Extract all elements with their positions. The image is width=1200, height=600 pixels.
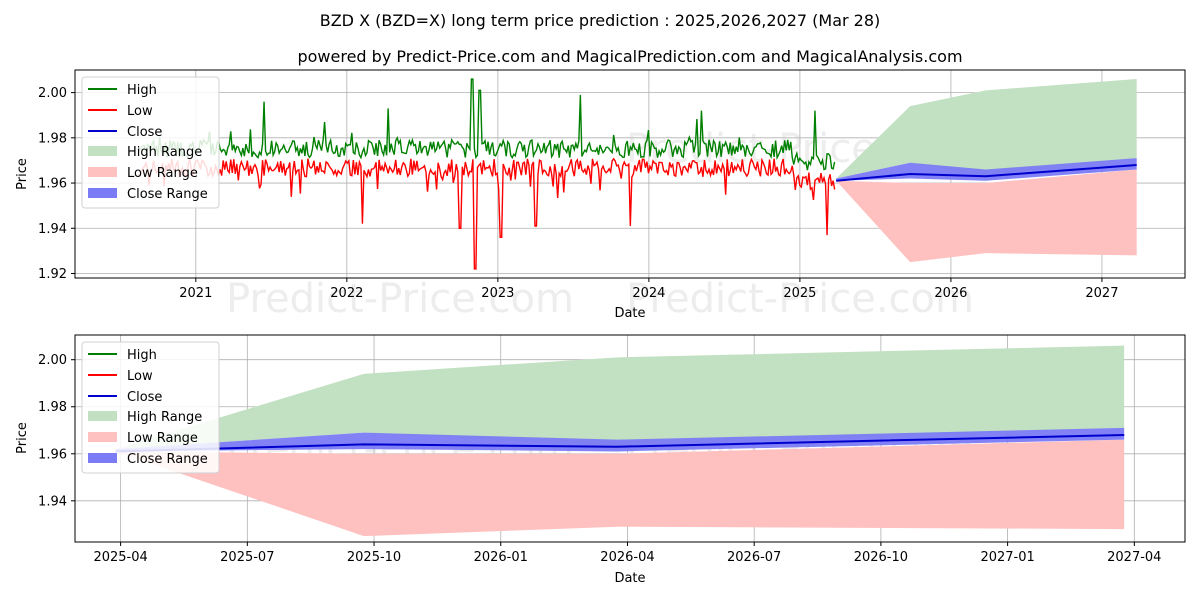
- top-series-layer: [138, 78, 1137, 270]
- x-tick-label: 2023: [481, 286, 514, 301]
- legend-high-range-swatch: [88, 411, 117, 421]
- chart-subtitle: powered by Predict-Price.com and Magical…: [297, 47, 962, 66]
- close-line: [836, 163, 1137, 182]
- low-range-band: [115, 439, 1125, 537]
- x-tick-label: 2025-07: [220, 550, 274, 565]
- high-range-band: [836, 79, 1137, 179]
- legend-label-close: Close: [127, 390, 162, 405]
- x-tick-label: 2025-04: [93, 550, 147, 565]
- x-tick-label: 2026-01: [474, 550, 528, 565]
- top-x-axis: 2021 2022 2023 2024 2025 2026 2027: [179, 278, 1118, 301]
- y-tick-label: 1.96: [38, 177, 67, 192]
- bottom-y-axis: 1.94 1.96 1.98 2.00: [38, 353, 75, 509]
- legend-label-low: Low: [127, 369, 153, 384]
- legend-low-range-swatch: [88, 432, 117, 442]
- x-tick-label: 2025-10: [347, 550, 401, 565]
- high-range-band: [115, 345, 1125, 450]
- bottom-legend: High Low Close High Range Low Range Clos…: [81, 341, 220, 474]
- low-line: [138, 157, 836, 270]
- x-tick-label: 2024: [632, 286, 665, 301]
- x-tick-label: 2026-04: [600, 550, 654, 565]
- bottom-plot-frame: [74, 334, 1186, 543]
- y-tick-label: 2.00: [38, 353, 67, 368]
- x-tick-label: 2027-01: [980, 550, 1034, 565]
- top-legend: High Low Close High Range Low Range Clos…: [81, 76, 220, 209]
- top-y-axis-label: Price: [15, 158, 30, 190]
- top-chart-panel: Predict-Price.com Predict-Price.com Pred…: [15, 69, 1186, 322]
- legend-high-range-swatch: [88, 146, 117, 156]
- y-tick-label: 1.94: [38, 494, 67, 509]
- legend-label-low: Low: [127, 104, 153, 119]
- legend-label-low-range: Low Range: [127, 431, 198, 446]
- y-tick-label: 1.92: [38, 267, 67, 282]
- legend-low-range-swatch: [88, 167, 117, 177]
- low-range-band: [836, 169, 1137, 263]
- top-y-axis: 1.92 1.94 1.96 1.98 2.00: [38, 86, 75, 282]
- x-tick-label: 2021: [179, 286, 212, 301]
- watermark-text: Predict-Price.com: [626, 276, 974, 322]
- x-tick-label: 2026-10: [854, 550, 908, 565]
- legend-label-close-range: Close Range: [127, 452, 208, 467]
- legend-close-range-swatch: [88, 188, 117, 198]
- bottom-x-axis-label: Date: [614, 571, 645, 586]
- x-tick-label: 2026: [934, 286, 967, 301]
- bottom-y-axis-label: Price: [15, 422, 30, 454]
- legend-label-high-range: High Range: [127, 410, 202, 425]
- y-tick-label: 2.00: [38, 86, 67, 101]
- legend-label-low-range: Low Range: [127, 166, 198, 181]
- x-tick-label: 2022: [330, 286, 363, 301]
- close-range-band: [115, 427, 1125, 452]
- legend-label-high: High: [127, 348, 157, 363]
- legend-close-range-swatch: [88, 453, 117, 463]
- legend-label-close-range: Close Range: [127, 187, 208, 202]
- x-tick-label: 2027-04: [1107, 550, 1161, 565]
- legend-label-high-range: High Range: [127, 145, 202, 160]
- watermark-text: Predict-Price.com: [226, 276, 574, 322]
- high-line: [138, 78, 836, 171]
- y-tick-label: 1.98: [38, 400, 67, 415]
- x-tick-label: 2025: [783, 286, 816, 301]
- y-tick-label: 1.98: [38, 131, 67, 146]
- close-range-band: [836, 158, 1137, 181]
- bottom-series-layer: [115, 345, 1125, 537]
- bottom-chart-panel: Predict-Price.com Predict-Price.com 2025…: [15, 334, 1186, 586]
- top-x-axis-label: Date: [614, 306, 645, 321]
- chart-title: BZD X (BZD=X) long term price prediction…: [320, 11, 881, 30]
- x-tick-label: 2026-07: [727, 550, 781, 565]
- legend-label-close: Close: [127, 125, 162, 140]
- bottom-x-axis: 2025-04 2025-07 2025-10 2026-01 2026-04 2026-…: [93, 542, 1161, 565]
- legend-label-high: High: [127, 83, 157, 98]
- top-plot-frame: [74, 69, 1186, 279]
- y-tick-label: 1.96: [38, 447, 67, 462]
- x-tick-label: 2027: [1085, 286, 1118, 301]
- close-line: [115, 433, 1125, 453]
- y-tick-label: 1.94: [38, 222, 67, 237]
